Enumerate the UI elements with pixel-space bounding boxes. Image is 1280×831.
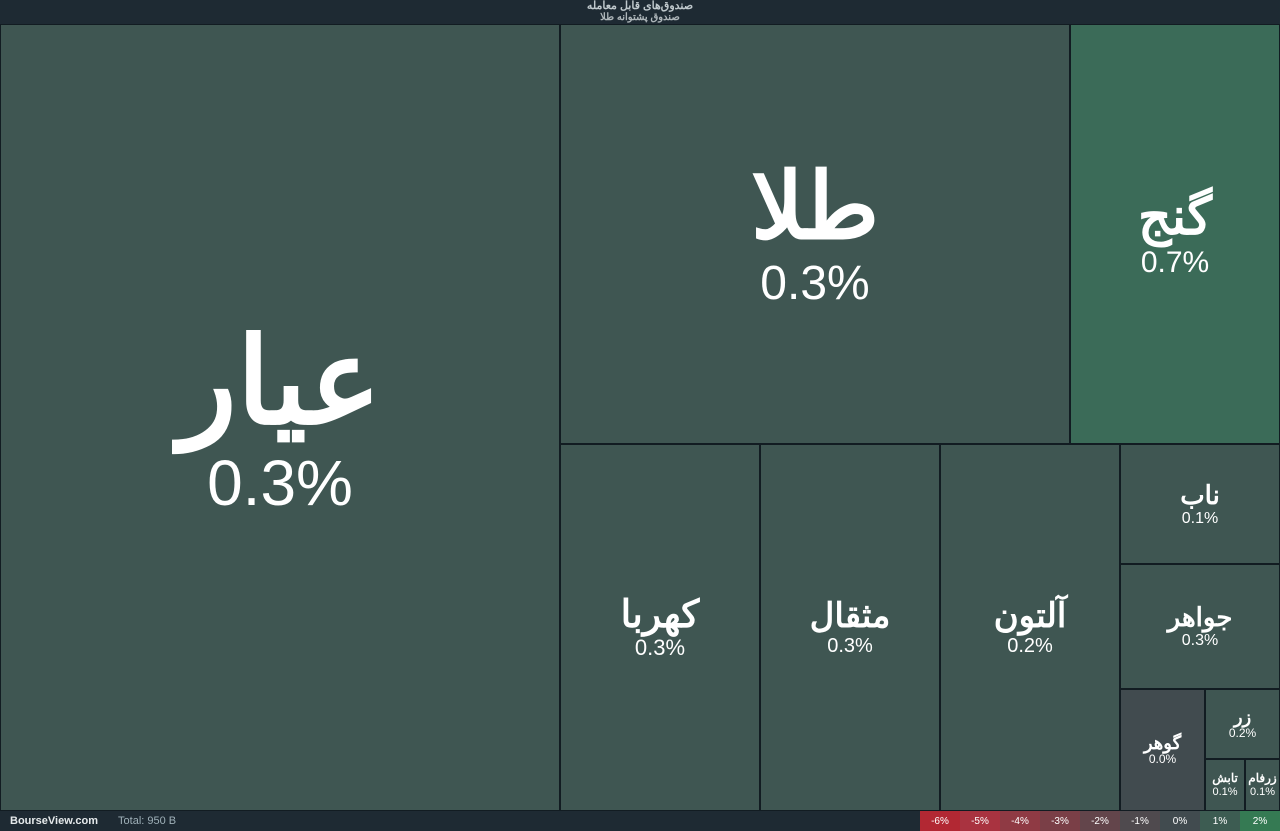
color-legend: -6%-5%-4%-3%-2%-1%0%1%2% [920,811,1280,831]
cell-name: کهربا [621,595,700,637]
cell-name: عیار [179,316,381,448]
cell-value: 0.3% [1182,632,1218,650]
treemap-cell-tala[interactable]: طلا0.3% [560,24,1070,444]
treemap-cell-ganj[interactable]: گنج0.7% [1070,24,1280,444]
treemap-cell-zarfam[interactable]: زرفام0.1% [1245,759,1280,811]
cell-name: جواهر [1168,603,1233,632]
total-label: Total: 950 B [108,815,186,827]
header-subtitle: صندوق پشتوانه طلا [0,12,1280,24]
cell-name: زرفام [1248,772,1276,785]
legend-swatch: 0% [1160,811,1200,831]
cell-name: طلا [751,157,879,258]
treemap-cell-kahroba[interactable]: کهربا0.3% [560,444,760,811]
legend-swatch: -5% [960,811,1000,831]
treemap-cell-tabesh[interactable]: تابش0.1% [1205,759,1245,811]
legend-swatch: -2% [1080,811,1120,831]
cell-name: گوهر [1144,734,1181,754]
treemap-cell-ayar[interactable]: عیار0.3% [0,24,560,811]
cell-value: 0.0% [1149,753,1176,766]
treemap-cell-javaher[interactable]: جواهر0.3% [1120,564,1280,689]
cell-value: 0.3% [635,636,685,660]
cell-value: 0.3% [760,258,869,311]
treemap-cell-zar[interactable]: زر0.2% [1205,689,1280,759]
footer-bar: BourseView.com Total: 950 B -6%-5%-4%-3%… [0,811,1280,831]
site-link[interactable]: BourseView.com [0,815,108,827]
legend-swatch: -3% [1040,811,1080,831]
legend-swatch: -6% [920,811,960,831]
cell-value: 0.1% [1212,786,1237,798]
cell-name: تابش [1212,772,1238,785]
legend-swatch: -4% [1000,811,1040,831]
legend-swatch: 2% [1240,811,1280,831]
legend-swatch: -1% [1120,811,1160,831]
cell-value: 0.1% [1182,510,1218,528]
treemap-cell-alton[interactable]: آلتون0.2% [940,444,1120,811]
cell-value: 0.2% [1229,727,1256,740]
treemap-cell-nab[interactable]: ناب0.1% [1120,444,1280,564]
treemap-chart: عیار0.3%طلا0.3%گنج0.7%کهربا0.3%مثقال0.3%… [0,24,1280,811]
cell-name: گنج [1138,189,1212,246]
legend-swatch: 1% [1200,811,1240,831]
cell-value: 0.3% [207,448,353,518]
page-header: صندوق‌های قابل معامله صندوق پشتوانه طلا [0,0,1280,24]
cell-name: مثقال [810,598,891,635]
cell-value: 0.3% [827,635,873,657]
header-title: صندوق‌های قابل معامله [0,0,1280,12]
cell-value: 0.7% [1141,246,1209,279]
cell-value: 0.1% [1250,786,1275,798]
cell-name: زر [1234,708,1251,728]
cell-name: آلتون [994,598,1067,635]
treemap-cell-mesghal[interactable]: مثقال0.3% [760,444,940,811]
cell-value: 0.2% [1007,635,1053,657]
cell-name: ناب [1180,481,1220,510]
treemap-cell-gohar[interactable]: گوهر0.0% [1120,689,1205,811]
